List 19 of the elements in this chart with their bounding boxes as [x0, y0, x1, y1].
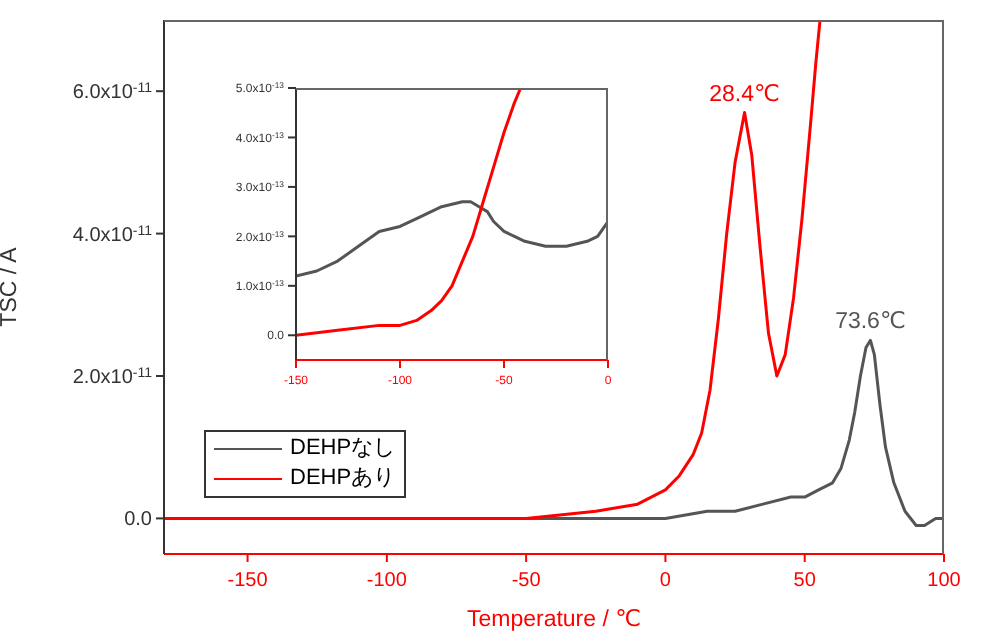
annotation: 28.4℃ [709, 82, 780, 107]
x-tick-label: -100 [366, 570, 408, 592]
y-tick-label: 0.0 [124, 509, 153, 532]
y-tick-label: 6.0x10$^{-11}$ [72, 81, 153, 105]
x-tick-label: 0 [659, 570, 672, 592]
x-tick-label: 100 [927, 570, 962, 592]
line-series [164, 20, 822, 520]
legend-label: DEHPなし [290, 434, 396, 464]
x-tick-label: -50 [511, 570, 542, 592]
line-series [296, 200, 608, 278]
x-axis-title: Temperature / ℃ [466, 608, 642, 632]
line-series [296, 88, 523, 337]
y-tick-label: 2.0x10$^{-11}$ [72, 366, 153, 389]
legend-label: DEHPあり [290, 464, 396, 494]
y-tick-label: 4.0x10$^{-11}$ [72, 223, 153, 247]
x-tick-label: -150 [227, 570, 269, 592]
x-tick-label: 50 [793, 570, 817, 592]
y-axis-title: TSC / A [0, 246, 23, 327]
annotation: 73.6℃ [835, 310, 906, 335]
